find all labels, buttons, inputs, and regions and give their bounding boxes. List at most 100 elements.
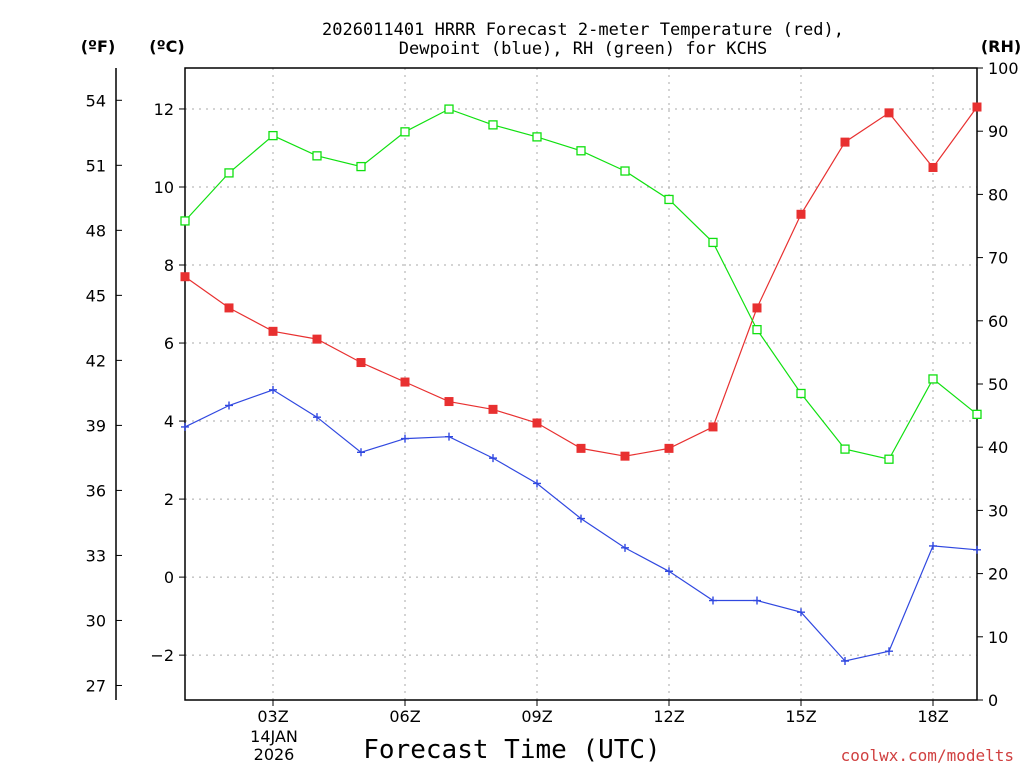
- rh-point: [708, 237, 718, 248]
- rh-point: [576, 146, 586, 156]
- temperature-point: [752, 303, 762, 313]
- celsius-tick-label: 6: [164, 334, 174, 353]
- dewpoint-point: [357, 448, 365, 457]
- fahrenheit-tick-label: 54: [86, 91, 106, 110]
- rh-tick-label: 90: [988, 122, 1008, 141]
- rh-tick-label: 40: [988, 438, 1008, 457]
- temperature-series: [180, 102, 982, 461]
- fahrenheit-tick-label: 36: [86, 481, 106, 500]
- x-axis: 03Z 06Z 09Z 12Z 15Z 18Z: [257, 700, 949, 726]
- temperature-point: [972, 102, 982, 112]
- celsius-tick-label: 4: [164, 412, 174, 431]
- dewpoint-point: [269, 385, 277, 394]
- dewpoint-point: [225, 401, 233, 410]
- rh-point: [180, 216, 190, 226]
- rh-point: [796, 388, 806, 399]
- fahrenheit-tick-label: 45: [86, 286, 106, 305]
- rh-point: [356, 161, 366, 172]
- temperature-point: [796, 209, 806, 219]
- dewpoint-line: [184, 389, 978, 662]
- rh-point: [752, 324, 762, 335]
- chart-title-line1: 2026011401 HRRR Forecast 2-meter Tempera…: [322, 20, 844, 40]
- rh-tick-label: 30: [988, 501, 1008, 520]
- dewpoint-point: [621, 543, 629, 552]
- x-tick-label: 06Z: [389, 707, 420, 726]
- temperature-point: [664, 443, 674, 453]
- celsius-tick-label: −2: [150, 646, 174, 665]
- fahrenheit-tick-label: 39: [86, 416, 106, 435]
- rh-point: [444, 104, 454, 114]
- temperature-point: [532, 418, 542, 428]
- dewpoint-series: [181, 385, 981, 665]
- temperature-point: [840, 137, 850, 147]
- date-label-year: 2026: [254, 745, 295, 764]
- temperature-point: [884, 108, 894, 118]
- fahrenheit-tick-label: 33: [86, 546, 106, 565]
- rh-point: [620, 166, 630, 176]
- temperature-point: [180, 272, 190, 282]
- rh-point: [312, 151, 322, 161]
- dewpoint-point: [929, 541, 937, 550]
- temperature-point: [708, 422, 718, 432]
- dewpoint-point: [445, 432, 453, 441]
- celsius-tick-label: 2: [164, 490, 174, 509]
- temperature-line: [184, 106, 978, 457]
- temperature-point: [488, 404, 498, 414]
- rh-series: [180, 104, 982, 464]
- rh-point: [224, 168, 234, 178]
- temperature-point: [224, 303, 234, 313]
- celsius-unit-label: (ºC): [149, 37, 184, 56]
- chart-title-line2: Dewpoint (blue), RH (green) for KCHS: [399, 39, 767, 59]
- fahrenheit-unit-label: (ºF): [81, 37, 116, 56]
- temperature-point: [356, 358, 366, 368]
- x-tick-label: 09Z: [521, 707, 552, 726]
- rh-point: [532, 132, 542, 142]
- x-tick-label: 15Z: [785, 707, 816, 726]
- dewpoint-point: [489, 454, 497, 463]
- fahrenheit-tick-label: 27: [86, 676, 106, 695]
- dewpoint-point: [753, 596, 761, 605]
- fahrenheit-tick-label: 48: [86, 221, 106, 240]
- temperature-point: [620, 451, 630, 461]
- rh-axis: 0 10 20 30 40 50 60 70 80 90 100: [977, 59, 1019, 710]
- dewpoint-point: [797, 608, 805, 617]
- series-layer: [180, 102, 982, 665]
- x-tick-label: 12Z: [653, 707, 684, 726]
- celsius-tick-label: 0: [164, 568, 174, 587]
- dewpoint-point: [973, 545, 981, 554]
- rh-point: [972, 409, 982, 419]
- temperature-point: [400, 377, 410, 387]
- rh-unit-label: (RH): [981, 37, 1021, 56]
- celsius-tick-label: 10: [154, 178, 174, 197]
- rh-tick-label: 0: [988, 691, 998, 710]
- rh-point: [400, 127, 410, 137]
- temperature-point: [928, 162, 938, 172]
- dewpoint-point: [577, 514, 585, 523]
- rh-tick-label: 70: [988, 249, 1008, 268]
- fahrenheit-tick-label: 30: [86, 611, 106, 630]
- temperature-point: [312, 334, 322, 344]
- rh-point: [664, 194, 674, 205]
- celsius-tick-label: 12: [154, 100, 174, 119]
- fahrenheit-axis: 27 30 33 36 39 42 45 48 51 54: [86, 68, 122, 700]
- rh-tick-label: 10: [988, 628, 1008, 647]
- plot-frame: [184, 67, 978, 701]
- x-tick-label: 03Z: [257, 707, 288, 726]
- rh-line: [184, 108, 978, 460]
- rh-point: [840, 444, 850, 454]
- celsius-tick-label: 8: [164, 256, 174, 275]
- dewpoint-point: [313, 413, 321, 422]
- rh-point: [884, 454, 894, 464]
- temperature-point: [268, 326, 278, 336]
- dewpoint-point: [709, 596, 717, 605]
- rh-tick-label: 60: [988, 312, 1008, 331]
- dewpoint-point: [841, 656, 849, 665]
- date-label-month: 14JAN: [250, 727, 298, 746]
- dewpoint-point: [665, 567, 673, 576]
- rh-tick-label: 50: [988, 375, 1008, 394]
- dewpoint-point: [885, 647, 893, 656]
- rh-point: [488, 120, 498, 130]
- rh-tick-label: 100: [988, 59, 1019, 78]
- fahrenheit-tick-label: 51: [86, 156, 106, 175]
- rh-tick-label: 80: [988, 185, 1008, 204]
